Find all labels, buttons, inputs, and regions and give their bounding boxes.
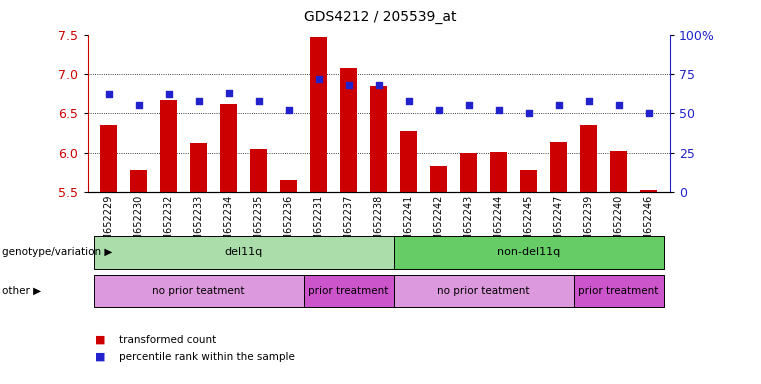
Text: no prior teatment: no prior teatment [152,286,245,296]
Point [552,103,565,109]
Bar [310,37,326,192]
Point [583,98,595,104]
Bar [460,154,477,192]
Bar [490,152,507,192]
Bar [161,100,177,192]
Text: non-del11q: non-del11q [497,247,560,258]
Bar [400,131,417,192]
Point [282,107,295,113]
Text: del11q: del11q [224,247,263,258]
Point [253,98,265,104]
Point [403,98,415,104]
Point [492,107,505,113]
Text: prior treatment: prior treatment [578,286,659,296]
Text: no prior teatment: no prior teatment [438,286,530,296]
Bar [371,86,387,192]
Point [523,110,535,116]
Point [372,82,384,88]
Point [463,103,475,109]
Text: genotype/variation ▶: genotype/variation ▶ [2,247,112,258]
Bar [280,180,297,192]
Bar [190,143,207,192]
Point [313,76,325,82]
Text: other ▶: other ▶ [2,286,40,296]
Text: percentile rank within the sample: percentile rank within the sample [119,352,295,362]
Point [642,110,654,116]
Bar [100,125,116,192]
Bar [610,151,627,192]
Point [342,82,355,88]
Bar [220,104,237,192]
Bar [641,190,657,192]
Bar [130,170,147,192]
Text: ■: ■ [95,335,106,345]
Text: transformed count: transformed count [119,335,217,345]
Text: GDS4212 / 205539_at: GDS4212 / 205539_at [304,10,457,23]
Bar [521,170,537,192]
Point [103,91,115,98]
Bar [431,166,447,192]
Bar [581,125,597,192]
Point [432,107,444,113]
Point [162,91,174,98]
Point [132,103,145,109]
Text: prior treatment: prior treatment [308,286,389,296]
Bar [340,68,357,192]
Bar [550,142,567,192]
Point [193,98,205,104]
Point [613,103,625,109]
Point [222,90,234,96]
Bar [250,149,267,192]
Text: ■: ■ [95,352,106,362]
